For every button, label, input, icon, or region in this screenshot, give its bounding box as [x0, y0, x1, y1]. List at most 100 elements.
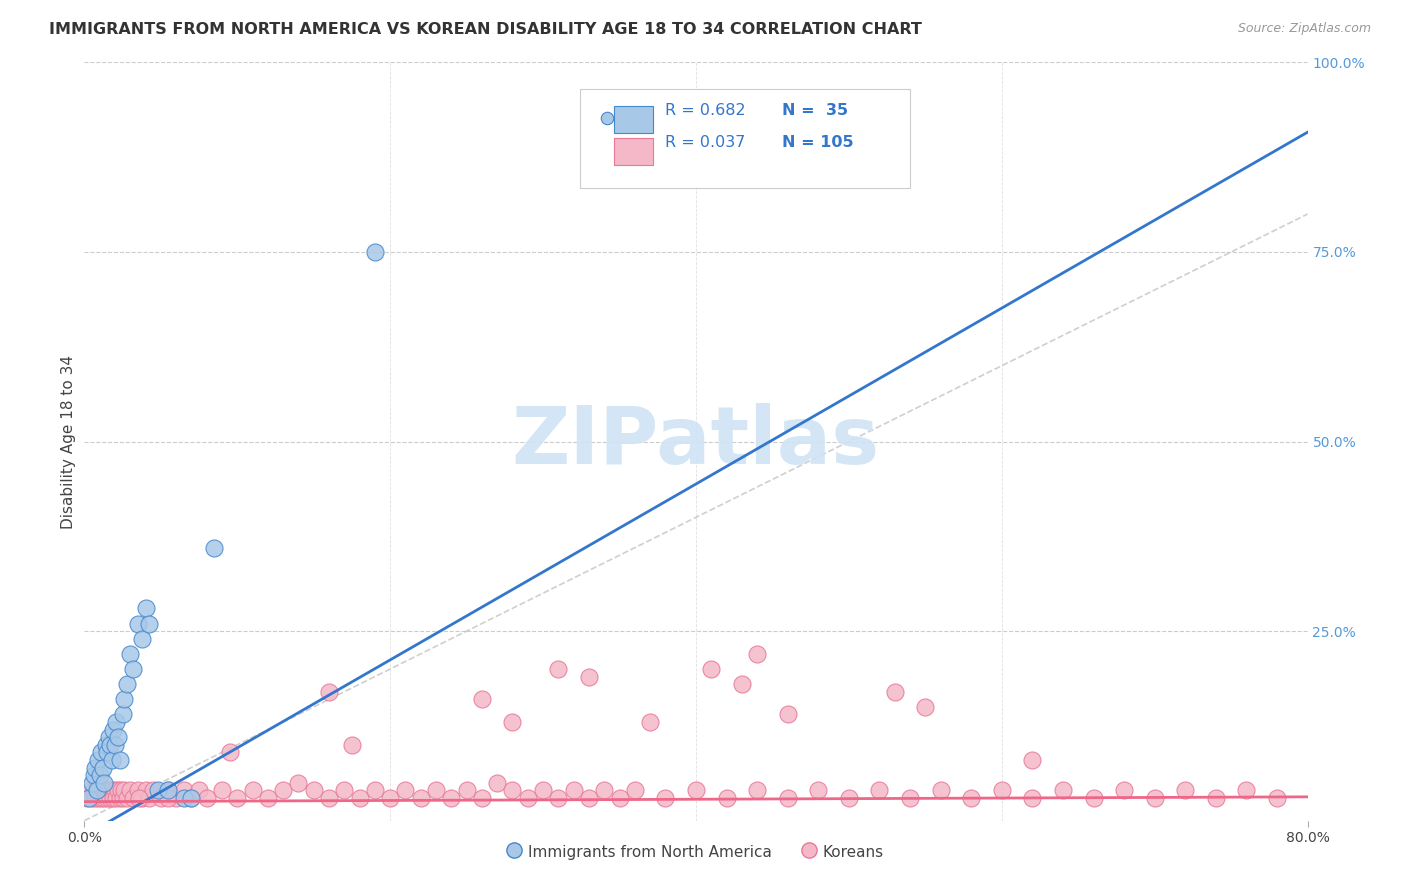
- Point: [624, 783, 647, 797]
- Point: [1114, 783, 1136, 797]
- Point: [502, 783, 524, 797]
- Point: [898, 791, 921, 805]
- Point: [104, 738, 127, 752]
- Point: [180, 791, 202, 805]
- FancyBboxPatch shape: [614, 105, 654, 133]
- Point: [86, 783, 108, 797]
- Point: [112, 692, 135, 706]
- Point: [138, 616, 160, 631]
- Point: [1265, 791, 1288, 805]
- Point: [83, 783, 105, 797]
- Point: [79, 783, 101, 797]
- Point: [211, 783, 233, 797]
- Point: [90, 746, 112, 760]
- Point: [101, 753, 124, 767]
- Legend: Immigrants from North America, Koreans: Immigrants from North America, Koreans: [502, 838, 890, 866]
- Point: [97, 730, 120, 744]
- Point: [105, 715, 128, 730]
- Point: [108, 753, 131, 767]
- Point: [409, 791, 432, 805]
- Point: [142, 783, 165, 797]
- Point: [302, 783, 325, 797]
- Point: [89, 768, 111, 782]
- Point: [502, 715, 524, 730]
- Point: [700, 662, 723, 676]
- Point: [165, 791, 187, 805]
- Point: [131, 791, 153, 805]
- Text: IMMIGRANTS FROM NORTH AMERICA VS KOREAN DISABILITY AGE 18 TO 34 CORRELATION CHAR: IMMIGRANTS FROM NORTH AMERICA VS KOREAN …: [49, 22, 922, 37]
- Point: [991, 783, 1014, 797]
- Point: [1205, 791, 1227, 805]
- Point: [394, 783, 416, 797]
- Point: [456, 783, 478, 797]
- Point: [318, 791, 340, 805]
- Point: [93, 791, 115, 805]
- Point: [173, 783, 195, 797]
- Point: [364, 244, 387, 259]
- Point: [135, 783, 157, 797]
- Point: [87, 791, 110, 805]
- Point: [157, 791, 180, 805]
- Point: [776, 791, 799, 805]
- Point: [425, 783, 447, 797]
- Point: [349, 791, 371, 805]
- Point: [471, 791, 494, 805]
- Point: [110, 783, 132, 797]
- Text: R = 0.682: R = 0.682: [665, 103, 747, 118]
- Point: [471, 692, 494, 706]
- Point: [516, 791, 538, 805]
- Point: [731, 677, 754, 691]
- Point: [883, 685, 905, 699]
- Point: [146, 783, 169, 797]
- Point: [318, 685, 340, 699]
- Point: [83, 768, 105, 782]
- Point: [122, 662, 145, 676]
- Point: [287, 776, 309, 790]
- Point: [115, 791, 138, 805]
- Point: [180, 791, 202, 805]
- Point: [80, 791, 103, 805]
- Text: Source: ZipAtlas.com: Source: ZipAtlas.com: [1237, 22, 1371, 36]
- FancyBboxPatch shape: [579, 89, 910, 187]
- Point: [218, 746, 240, 760]
- Point: [84, 791, 107, 805]
- Point: [84, 760, 107, 774]
- Point: [257, 791, 280, 805]
- Point: [122, 791, 145, 805]
- Y-axis label: Disability Age 18 to 34: Disability Age 18 to 34: [60, 354, 76, 529]
- Point: [149, 791, 172, 805]
- Point: [138, 791, 160, 805]
- Point: [115, 677, 138, 691]
- Point: [609, 791, 631, 805]
- Point: [91, 760, 114, 774]
- Point: [960, 791, 983, 805]
- Point: [202, 541, 225, 555]
- Point: [547, 791, 569, 805]
- Point: [638, 715, 661, 730]
- Point: [547, 662, 569, 676]
- Point: [716, 791, 738, 805]
- Point: [654, 791, 676, 805]
- Point: [94, 738, 117, 752]
- Point: [578, 791, 600, 805]
- Point: [127, 616, 149, 631]
- Point: [593, 783, 616, 797]
- Point: [120, 647, 142, 661]
- Point: [103, 791, 125, 805]
- Point: [725, 111, 748, 125]
- Point: [747, 783, 769, 797]
- Point: [89, 783, 111, 797]
- Point: [195, 791, 218, 805]
- Point: [838, 791, 860, 805]
- Point: [271, 783, 294, 797]
- Point: [120, 783, 142, 797]
- Point: [87, 753, 110, 767]
- Point: [112, 783, 135, 797]
- Text: N = 105: N = 105: [782, 135, 853, 150]
- Point: [157, 783, 180, 797]
- Point: [869, 783, 891, 797]
- FancyBboxPatch shape: [614, 137, 654, 165]
- Point: [131, 632, 153, 646]
- Point: [108, 791, 131, 805]
- Point: [578, 669, 600, 683]
